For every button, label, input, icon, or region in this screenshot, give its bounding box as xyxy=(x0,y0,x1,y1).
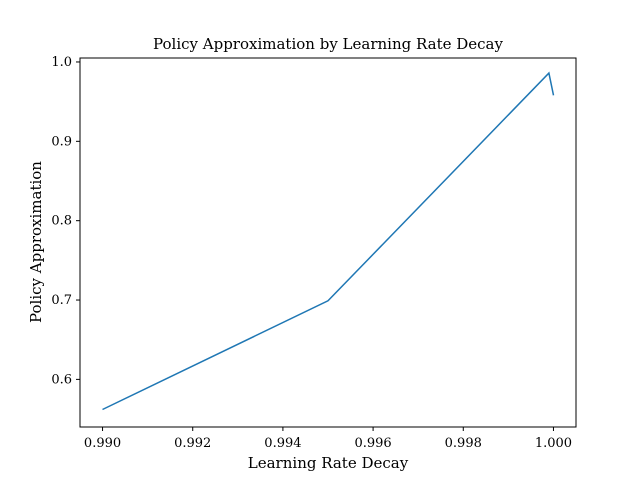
x-axis-label: Learning Rate Decay xyxy=(248,454,409,472)
x-tick-label: 0.992 xyxy=(174,436,211,451)
y-tick-label: 0.8 xyxy=(51,214,72,229)
x-tick-label: 0.996 xyxy=(354,436,391,451)
x-tick-label: 0.994 xyxy=(264,436,301,451)
series-line-0 xyxy=(102,71,555,411)
y-axis-label: Policy Approximation xyxy=(27,161,45,323)
y-tick-label: 0.9 xyxy=(51,134,72,149)
x-tick-label: 0.998 xyxy=(445,436,482,451)
x-tick-label: 0.990 xyxy=(84,436,121,451)
x-axis-ticks: 0.990 0.992 0.994 0.996 0.998 1.000 xyxy=(84,427,572,451)
y-tick-label: 0.6 xyxy=(51,372,72,387)
plot-series xyxy=(102,71,555,411)
plot-frame xyxy=(79,57,577,428)
chart-title: Policy Approximation by Learning Rate De… xyxy=(153,35,503,53)
x-tick-label: 1.000 xyxy=(535,436,572,451)
y-tick-label: 0.7 xyxy=(51,293,72,308)
y-tick-label: 1.0 xyxy=(51,55,72,70)
y-axis-ticks: 0.6 0.7 0.8 0.9 1.0 xyxy=(51,55,80,387)
